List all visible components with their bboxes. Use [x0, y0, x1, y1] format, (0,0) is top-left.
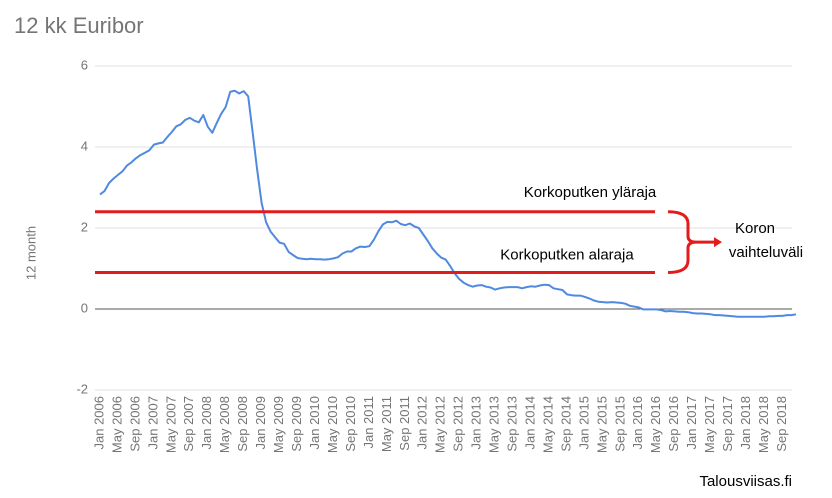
x-tick-label: Jan 2014	[522, 396, 537, 450]
x-tick-label: May 2012	[433, 396, 448, 453]
y-tick-label: 4	[81, 138, 88, 153]
series-line	[99, 89, 797, 318]
source: Talousviisas.fi	[699, 473, 792, 490]
x-tick-label: Sep 2007	[181, 396, 196, 452]
x-tick-label: Sep 2017	[720, 396, 735, 452]
brace	[667, 210, 697, 275]
y-tick-label: 2	[81, 219, 88, 234]
x-tick-label: Sep 2012	[451, 396, 466, 452]
arrow-head	[714, 237, 722, 248]
x-tick-label: May 2009	[271, 396, 286, 453]
annotation-text: Korkoputken alaraja	[500, 247, 634, 264]
range-label: vaihteluväli	[729, 244, 803, 261]
x-tick-label: Jan 2009	[253, 396, 268, 450]
x-tick-label: Jan 2011	[361, 396, 376, 449]
x-tick-label: Jan 2013	[469, 396, 484, 450]
x-tick-label: Sep 2018	[774, 396, 789, 452]
x-tick-label: May 2017	[702, 396, 717, 453]
x-tick-label: Sep 2014	[558, 396, 573, 452]
y-axis-label: 12 month	[23, 226, 38, 280]
chart-title: 12 kk Euribor	[14, 13, 144, 38]
x-tick-label: Jan 2016	[630, 396, 645, 450]
x-tick-label: May 2015	[594, 396, 609, 453]
x-tick-label: Jan 2012	[415, 396, 430, 450]
x-tick-label: Jan 2010	[307, 396, 322, 450]
x-tick-label: May 2007	[163, 396, 178, 453]
x-tick-label: Jan 2006	[91, 396, 106, 450]
x-tick-label: Sep 2016	[666, 396, 681, 452]
x-tick-label: May 2016	[648, 396, 663, 453]
x-tick-label: May 2013	[487, 396, 502, 453]
x-tick-label: Jan 2018	[738, 396, 753, 450]
x-tick-label: May 2006	[109, 396, 124, 453]
x-tick-label: Sep 2010	[343, 396, 358, 452]
y-tick-label: -2	[76, 381, 88, 396]
x-tick-label: Sep 2006	[127, 396, 142, 452]
x-tick-label: Sep 2015	[612, 396, 627, 452]
x-tick-label: Jan 2008	[199, 396, 214, 450]
annotation-text: Korkoputken yläraja	[524, 184, 657, 201]
x-tick-label: May 2018	[756, 396, 771, 453]
x-tick-label: Sep 2013	[505, 396, 520, 452]
y-tick-label: 0	[81, 300, 88, 315]
x-tick-label: Jan 2007	[145, 396, 160, 450]
x-tick-label: Sep 2008	[235, 396, 250, 452]
range-label: Koron	[735, 220, 775, 237]
x-tick-label: May 2008	[217, 396, 232, 453]
x-tick-label: May 2010	[325, 396, 340, 453]
x-tick-label: Sep 2011	[397, 396, 412, 451]
x-tick-label: Jan 2015	[576, 396, 591, 450]
y-tick-label: 6	[81, 57, 88, 72]
x-tick-label: Jan 2017	[684, 396, 699, 450]
x-tick-label: Sep 2009	[289, 396, 304, 452]
x-tick-label: May 2011	[379, 396, 394, 452]
x-tick-label: May 2014	[540, 396, 555, 453]
